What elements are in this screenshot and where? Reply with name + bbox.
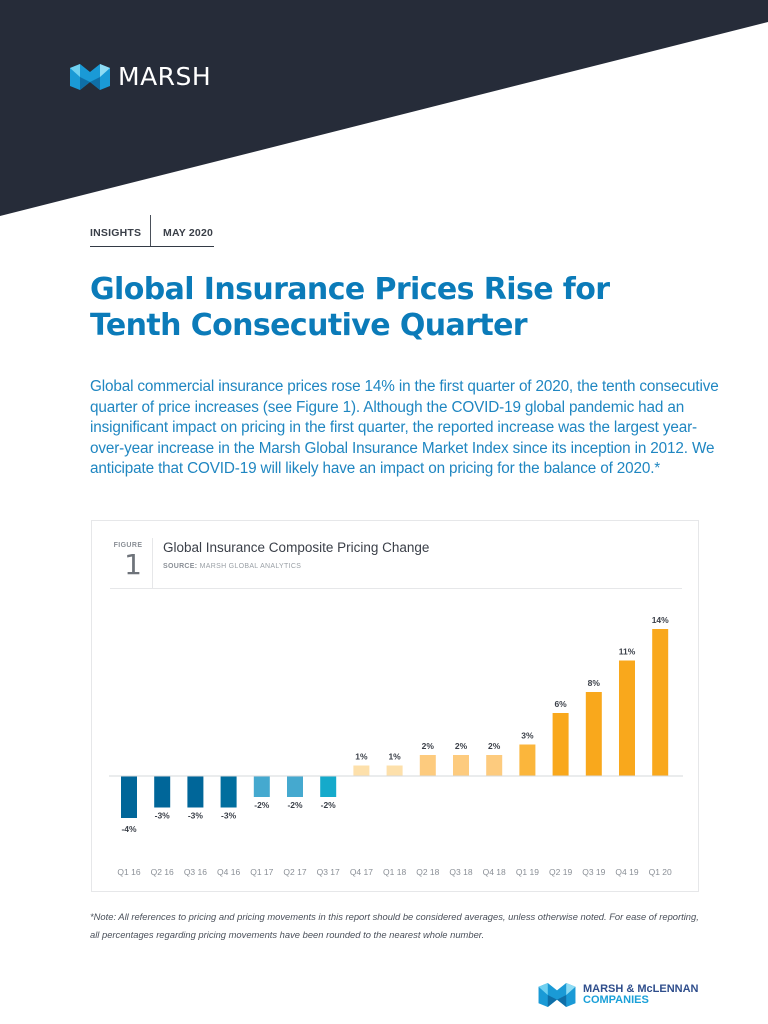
x-tick-label: Q2 17 [283, 867, 306, 877]
data-label: 1% [388, 752, 401, 762]
data-label: 8% [588, 678, 601, 688]
bar-q2-17 [287, 776, 303, 797]
x-tick-label: Q3 18 [449, 867, 472, 877]
header-banner [0, 0, 768, 216]
bar-q4-16 [220, 776, 237, 808]
x-tick-label: Q2 16 [151, 867, 174, 877]
bar-q1-18 [386, 765, 403, 776]
bar-q1-20 [652, 629, 669, 776]
x-tick-label: Q4 18 [483, 867, 506, 877]
category-label[interactable]: INSIGHTS [90, 227, 142, 239]
bar-q1-17 [253, 776, 270, 797]
marsh-logo[interactable]: MARSH [70, 62, 211, 91]
data-label: 6% [554, 699, 567, 709]
source-value: MARSH GLOBAL ANALYTICS [199, 563, 302, 570]
marsh-logo-icon [70, 63, 110, 90]
figure-divider-vertical [152, 538, 153, 588]
x-tick-label: Q1 20 [649, 867, 672, 877]
data-label: -2% [321, 800, 337, 810]
figure-number: 1 [124, 548, 142, 581]
data-label: -2% [287, 800, 303, 810]
x-tick-label: Q2 19 [549, 867, 572, 877]
data-label: 11% [619, 647, 636, 657]
mmc-logo-icon [538, 983, 576, 1007]
x-tick-label: Q3 16 [184, 867, 207, 877]
pricing-bar-chart: -4% Q1 16 -3% Q2 16 -3% Q3 16 -3% Q4 16 -2% Q1 17… [109, 615, 683, 877]
figure-title: Global Insurance Composite Pricing Chang… [163, 540, 430, 555]
mmc-name-line1: MARSH & McLENNAN [583, 983, 699, 995]
mmc-logo[interactable]: MARSH & McLENNAN COMPANIES [537, 983, 699, 1007]
x-tick-label: Q1 17 [250, 867, 273, 877]
x-tick-label: Q3 17 [317, 867, 340, 877]
meta-divider [150, 215, 151, 246]
data-label: 2% [455, 741, 468, 751]
intro-paragraph: Global commercial insurance prices rose … [90, 378, 719, 477]
bar-q3-17 [320, 776, 337, 797]
data-label: -4% [121, 824, 137, 834]
data-label: 2% [422, 741, 435, 751]
data-label: 3% [521, 731, 534, 741]
data-label: 14% [652, 615, 669, 625]
x-tick-label: Q3 19 [582, 867, 605, 877]
brand-name: MARSH [118, 62, 212, 91]
bar-q1-19 [519, 744, 536, 776]
mmc-name-line2: COMPANIES [583, 994, 649, 1006]
bar-q3-19 [585, 692, 602, 776]
data-label: -3% [188, 811, 204, 821]
figure-source: SOURCE: MARSH GLOBAL ANALYTICS [163, 563, 301, 570]
bar-q2-18 [419, 755, 436, 776]
bar-q1-16 [121, 776, 137, 818]
data-label: 2% [488, 741, 501, 751]
data-label: -3% [155, 811, 171, 821]
x-tick-label: Q1 19 [516, 867, 539, 877]
x-tick-label: Q4 19 [615, 867, 638, 877]
data-label: -2% [254, 800, 270, 810]
bar-q3-16 [187, 776, 204, 808]
x-tick-label: Q4 16 [217, 867, 240, 877]
article-meta: INSIGHTS MAY 2020 [90, 215, 214, 247]
x-tick-label: Q1 16 [117, 867, 140, 877]
x-tick-label: Q4 17 [350, 867, 373, 877]
bar-q2-19 [552, 713, 569, 776]
data-label: 1% [355, 752, 368, 762]
source-label: SOURCE: [163, 563, 198, 570]
publish-date: MAY 2020 [163, 227, 214, 239]
x-tick-label: Q2 18 [416, 867, 439, 877]
bar-q2-16 [154, 776, 171, 808]
figure-label: FIGURE [113, 542, 143, 549]
figure-divider-horizontal [110, 588, 682, 589]
x-tick-label: Q1 18 [383, 867, 406, 877]
bar-q3-18 [453, 755, 469, 776]
bar-q4-17 [353, 765, 370, 776]
bar-q4-19 [619, 660, 635, 776]
bar-q4-18 [486, 755, 503, 776]
page-title: Global Insurance Prices Rise for Tenth C… [90, 272, 610, 343]
footnote: *Note: All references to pricing and pri… [90, 911, 699, 940]
data-label: -3% [221, 811, 237, 821]
